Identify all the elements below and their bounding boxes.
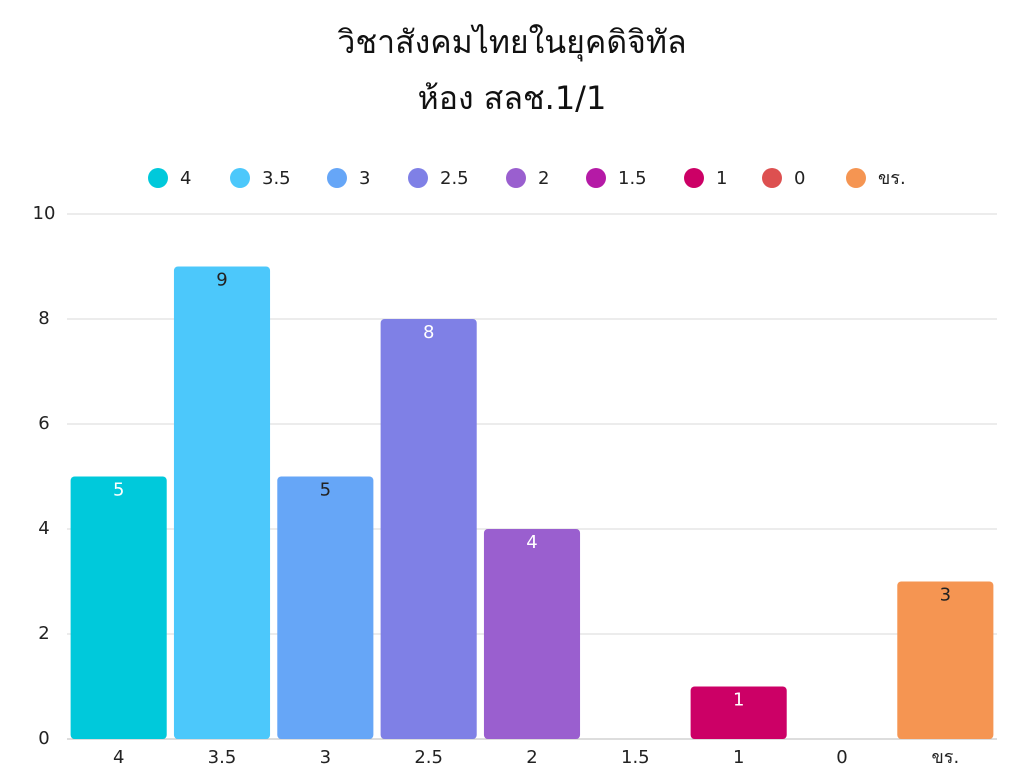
bar [897,581,994,739]
legend-label: 2.5 [440,168,469,189]
bar [173,266,271,739]
y-tick-label: 6 [38,413,49,434]
bar [483,529,581,739]
data-label: 3 [940,585,951,606]
x-tick-label: 2.5 [414,747,443,768]
legend-swatch [506,168,526,188]
data-label: 8 [423,322,434,343]
data-label: 5 [113,480,124,501]
legend-swatch [846,168,866,188]
y-tick-label: 0 [38,728,49,749]
legend-swatch [148,168,168,188]
x-tick-label: 4 [113,747,124,768]
legend-label: 3 [359,168,370,189]
legend-label: 1 [716,168,727,189]
bar [277,476,374,739]
data-label: 9 [216,270,227,291]
data-label: 1 [733,690,744,711]
x-tick-label: ขร. [931,747,959,768]
y-tick-label: 10 [33,203,56,224]
legend-label: 0 [794,168,805,189]
bar [70,476,167,739]
x-tick-label: 2 [526,747,537,768]
legend-label: 2 [538,168,549,189]
y-tick-label: 8 [38,308,49,329]
data-label: 4 [526,532,537,553]
x-tick-label: 1 [733,747,744,768]
legend-swatch [762,168,782,188]
legend-label: 1.5 [618,168,647,189]
chart-title: วิชาสังคมไทยในยุคดิจิทัล [337,23,686,62]
bar [690,686,787,739]
bar [380,319,477,739]
legend-label: ขร. [878,168,906,189]
data-label: 5 [320,480,331,501]
x-tick-label: 3 [320,747,331,768]
legend-swatch [684,168,704,188]
legend-label: 3.5 [262,168,291,189]
legend-label: 4 [180,168,191,189]
x-tick-label: 3.5 [208,747,237,768]
legend-swatch [408,168,428,188]
legend-swatch [327,168,347,188]
x-tick-label: 1.5 [621,747,650,768]
x-tick-label: 0 [836,747,847,768]
legend-swatch [230,168,250,188]
y-tick-label: 2 [38,623,49,644]
legend-swatch [586,168,606,188]
y-tick-label: 4 [38,518,49,539]
chart-title: ห้อง สลช.1/1 [418,79,607,117]
